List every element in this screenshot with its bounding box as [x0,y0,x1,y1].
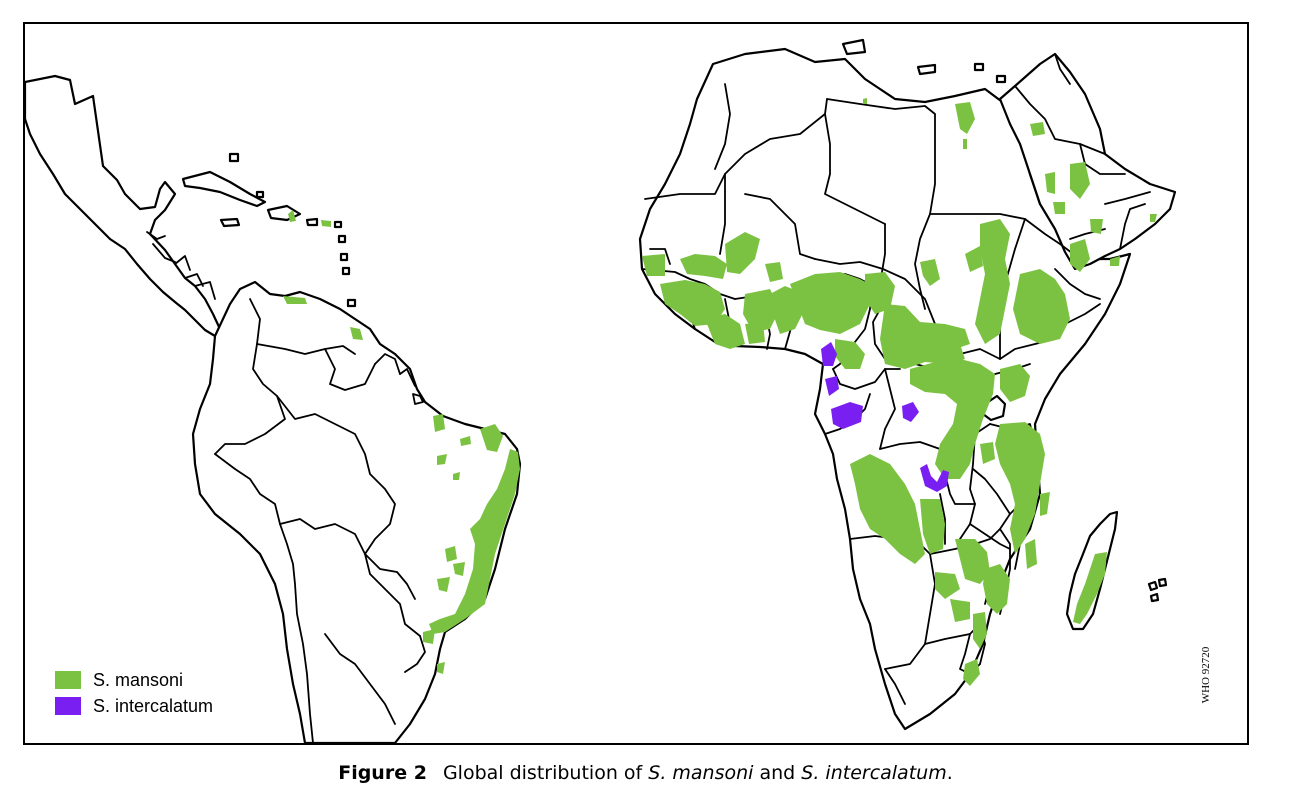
legend-item-mansoni: S. mansoni [55,667,213,693]
legend-swatch-mansoni [55,671,81,689]
map-legend: S. mansoni S. intercalatum [55,667,213,719]
americas-borders [146,231,426,743]
africa-landmass [638,38,1177,731]
figure-caption: Figure 2 Global distribution of S. manson… [0,762,1291,784]
map-frame: S. mansoni S. intercalatum [23,22,1249,745]
legend-label-mansoni: S. mansoni [93,669,184,690]
legend-label-intercalatum: S. intercalatum [93,695,214,716]
who-reference-text: WHO 92720 [1200,646,1212,704]
caption-text-prefix: Global distribution of [442,762,649,784]
caption-text-suffix: . [946,762,953,784]
s-intercalatum-areas [821,342,949,492]
caption-conjunction: and [753,762,802,784]
caption-species-1: S. mansoni [648,762,754,784]
americas-landmass [25,74,522,743]
who-reference-stamp: WHO 92720 [1192,640,1220,710]
s-mansoni-areas [283,98,1157,686]
distribution-map [25,38,1177,743]
legend-swatch-intercalatum [55,697,81,715]
legend-item-intercalatum: S. intercalatum [55,693,213,719]
figure-label: Figure 2 [338,762,427,784]
caption-species-2: S. intercalatum [801,762,947,784]
